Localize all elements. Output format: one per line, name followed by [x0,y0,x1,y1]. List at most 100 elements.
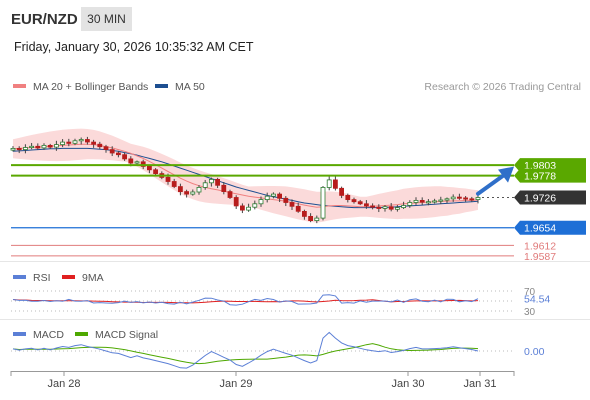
candle-body [283,197,289,203]
candle [246,203,252,212]
candle-body [413,199,419,203]
candle-body [258,199,264,205]
candle-body [184,191,190,195]
legend-label-rsi: RSI [33,272,51,284]
candle [413,197,419,205]
candle-body [221,184,227,193]
x-axis-ticks: Jan 28 Jan 29 Jan 30 Jan 31 [10,371,515,390]
copyright-label: Research © 2026 Trading Central [424,81,581,93]
candle [134,160,140,165]
candle [29,142,35,150]
macd-legend: MACD MACD Signal [13,329,158,341]
ma50-line [12,147,479,209]
candle-body [270,193,276,197]
candle-body [146,165,152,171]
candle [339,186,345,199]
candle-body [394,207,400,210]
rsi-current-label: 54.54 [524,294,550,306]
candle-body [314,217,320,222]
candle [258,196,264,207]
candle-body [171,181,177,187]
main-legend: MA 20 + Bollinger Bands MA 50 [13,81,205,93]
candle-body [370,205,376,208]
x-tick-label: Jan 31 [463,378,496,390]
candle [475,194,481,204]
candle [450,194,456,202]
rsi-tick-label: 30 [524,307,536,318]
candle-body [128,158,134,164]
candle [72,138,78,146]
candle [438,196,444,205]
legend-label-macd-signal: MACD Signal [95,329,158,341]
bollinger-band [13,128,478,223]
candle-body [29,145,35,149]
candle-body [456,196,462,199]
candle-body [252,203,258,208]
candle-body [60,141,65,146]
macd-plot: 0.00 [11,331,545,369]
candle [184,189,190,198]
level-tag-1-9778 [514,168,586,183]
candle [85,136,90,145]
candle-body [388,206,394,210]
candle [314,215,320,224]
candle-body [425,201,431,204]
candle [456,193,462,200]
candle [10,146,16,152]
candle [54,140,59,151]
candle [277,192,283,203]
candle [227,189,233,200]
candle [190,189,196,196]
macd-zero-label: 0.00 [524,346,545,358]
candle [202,179,208,190]
level-tag-1-9654 [514,220,586,235]
legend-swatch-rsi-ma [62,275,75,279]
legend-label-ma50: MA 50 [175,81,205,93]
candle-body [103,146,109,150]
candle-body [301,210,307,217]
candle-body [295,205,301,212]
candle [301,209,307,220]
candle-body [351,199,357,203]
candle [233,195,239,209]
forecast-arrow-head [498,166,514,183]
candle [153,168,159,176]
candle-body [475,197,481,200]
candle [35,143,41,150]
candle-body [140,161,146,167]
candle [320,185,326,221]
candle-body [308,215,314,221]
candle [171,178,177,189]
candle [196,185,202,195]
legend-label-macd: MACD [33,329,64,341]
candle [376,204,382,213]
candle [16,146,22,154]
legend-swatch-macd [13,332,26,336]
candle-body [35,145,41,149]
candle-body [401,205,407,208]
timeframe-badge[interactable]: 30 MIN [81,7,132,31]
candle [103,144,109,153]
candle-body [41,144,47,149]
candle [463,195,469,202]
candle-body [339,187,345,196]
legend-swatch-rsi [13,275,26,279]
candle-body [190,191,196,195]
level-tag-1-9726 [514,190,586,205]
candle [97,141,103,150]
candle [345,193,351,203]
candle-body [332,179,338,189]
candle-body [239,205,245,211]
legend-label-ma20: MA 20 + Bollinger Bands [33,81,148,93]
rsi-legend: RSI 9MA [13,272,104,284]
candle-body [264,195,270,200]
candle-body [177,186,183,193]
candle [109,146,115,157]
candle [252,200,258,210]
candle [215,177,221,189]
candle [363,200,369,209]
candle [208,177,214,187]
candle [239,203,245,214]
